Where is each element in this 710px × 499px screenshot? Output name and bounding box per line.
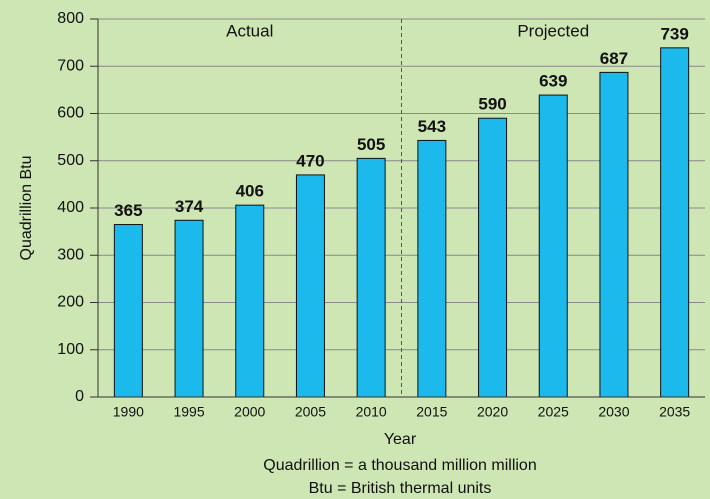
value-label: 739 (660, 24, 688, 43)
x-tick-label: 2035 (659, 404, 690, 420)
annotation: Projected (517, 21, 589, 40)
bar (174, 219, 204, 398)
x-tick-label: 1990 (113, 404, 144, 420)
x-tick-label: 2000 (234, 404, 265, 420)
value-label: 374 (175, 197, 204, 216)
x-tick-label: 1995 (173, 404, 204, 420)
x-tick-label: 2010 (356, 404, 387, 420)
x-tick-label: 2030 (598, 404, 629, 420)
value-label: 590 (478, 95, 506, 114)
y-tick-label: 300 (57, 246, 84, 263)
y-axis-label: Quadrillion Btu (18, 156, 35, 261)
x-tick-label: 2005 (295, 404, 326, 420)
value-label: 470 (296, 151, 324, 170)
bar (356, 157, 386, 398)
y-tick-label: 500 (57, 152, 84, 169)
x-tick-label: 2020 (477, 404, 508, 420)
bar (599, 71, 629, 398)
bar (235, 204, 265, 398)
value-label: 505 (357, 135, 385, 154)
bar (538, 94, 568, 398)
value-label: 543 (418, 117, 446, 136)
x-tick-label: 2015 (416, 404, 447, 420)
annotation: Actual (226, 21, 273, 40)
y-tick-label: 200 (57, 294, 84, 311)
value-label: 406 (236, 182, 264, 201)
bar (478, 117, 508, 398)
x-axis-label: Year (384, 431, 417, 448)
note: Btu = British thermal units (309, 480, 492, 497)
bar (417, 139, 447, 398)
bar (660, 47, 690, 398)
y-tick-label: 0 (75, 388, 84, 405)
y-tick-label: 800 (57, 10, 84, 27)
value-label: 365 (114, 201, 142, 220)
value-label: 639 (539, 72, 567, 91)
value-label: 687 (600, 49, 628, 68)
y-tick-label: 100 (57, 341, 84, 358)
bar (113, 224, 143, 398)
y-tick-label: 400 (57, 199, 84, 216)
y-tick-label: 700 (57, 57, 84, 74)
bar (295, 174, 325, 398)
x-tick-label: 2025 (538, 404, 569, 420)
note: Quadrillion = a thousand million million (263, 457, 536, 474)
y-tick-label: 600 (57, 105, 84, 122)
